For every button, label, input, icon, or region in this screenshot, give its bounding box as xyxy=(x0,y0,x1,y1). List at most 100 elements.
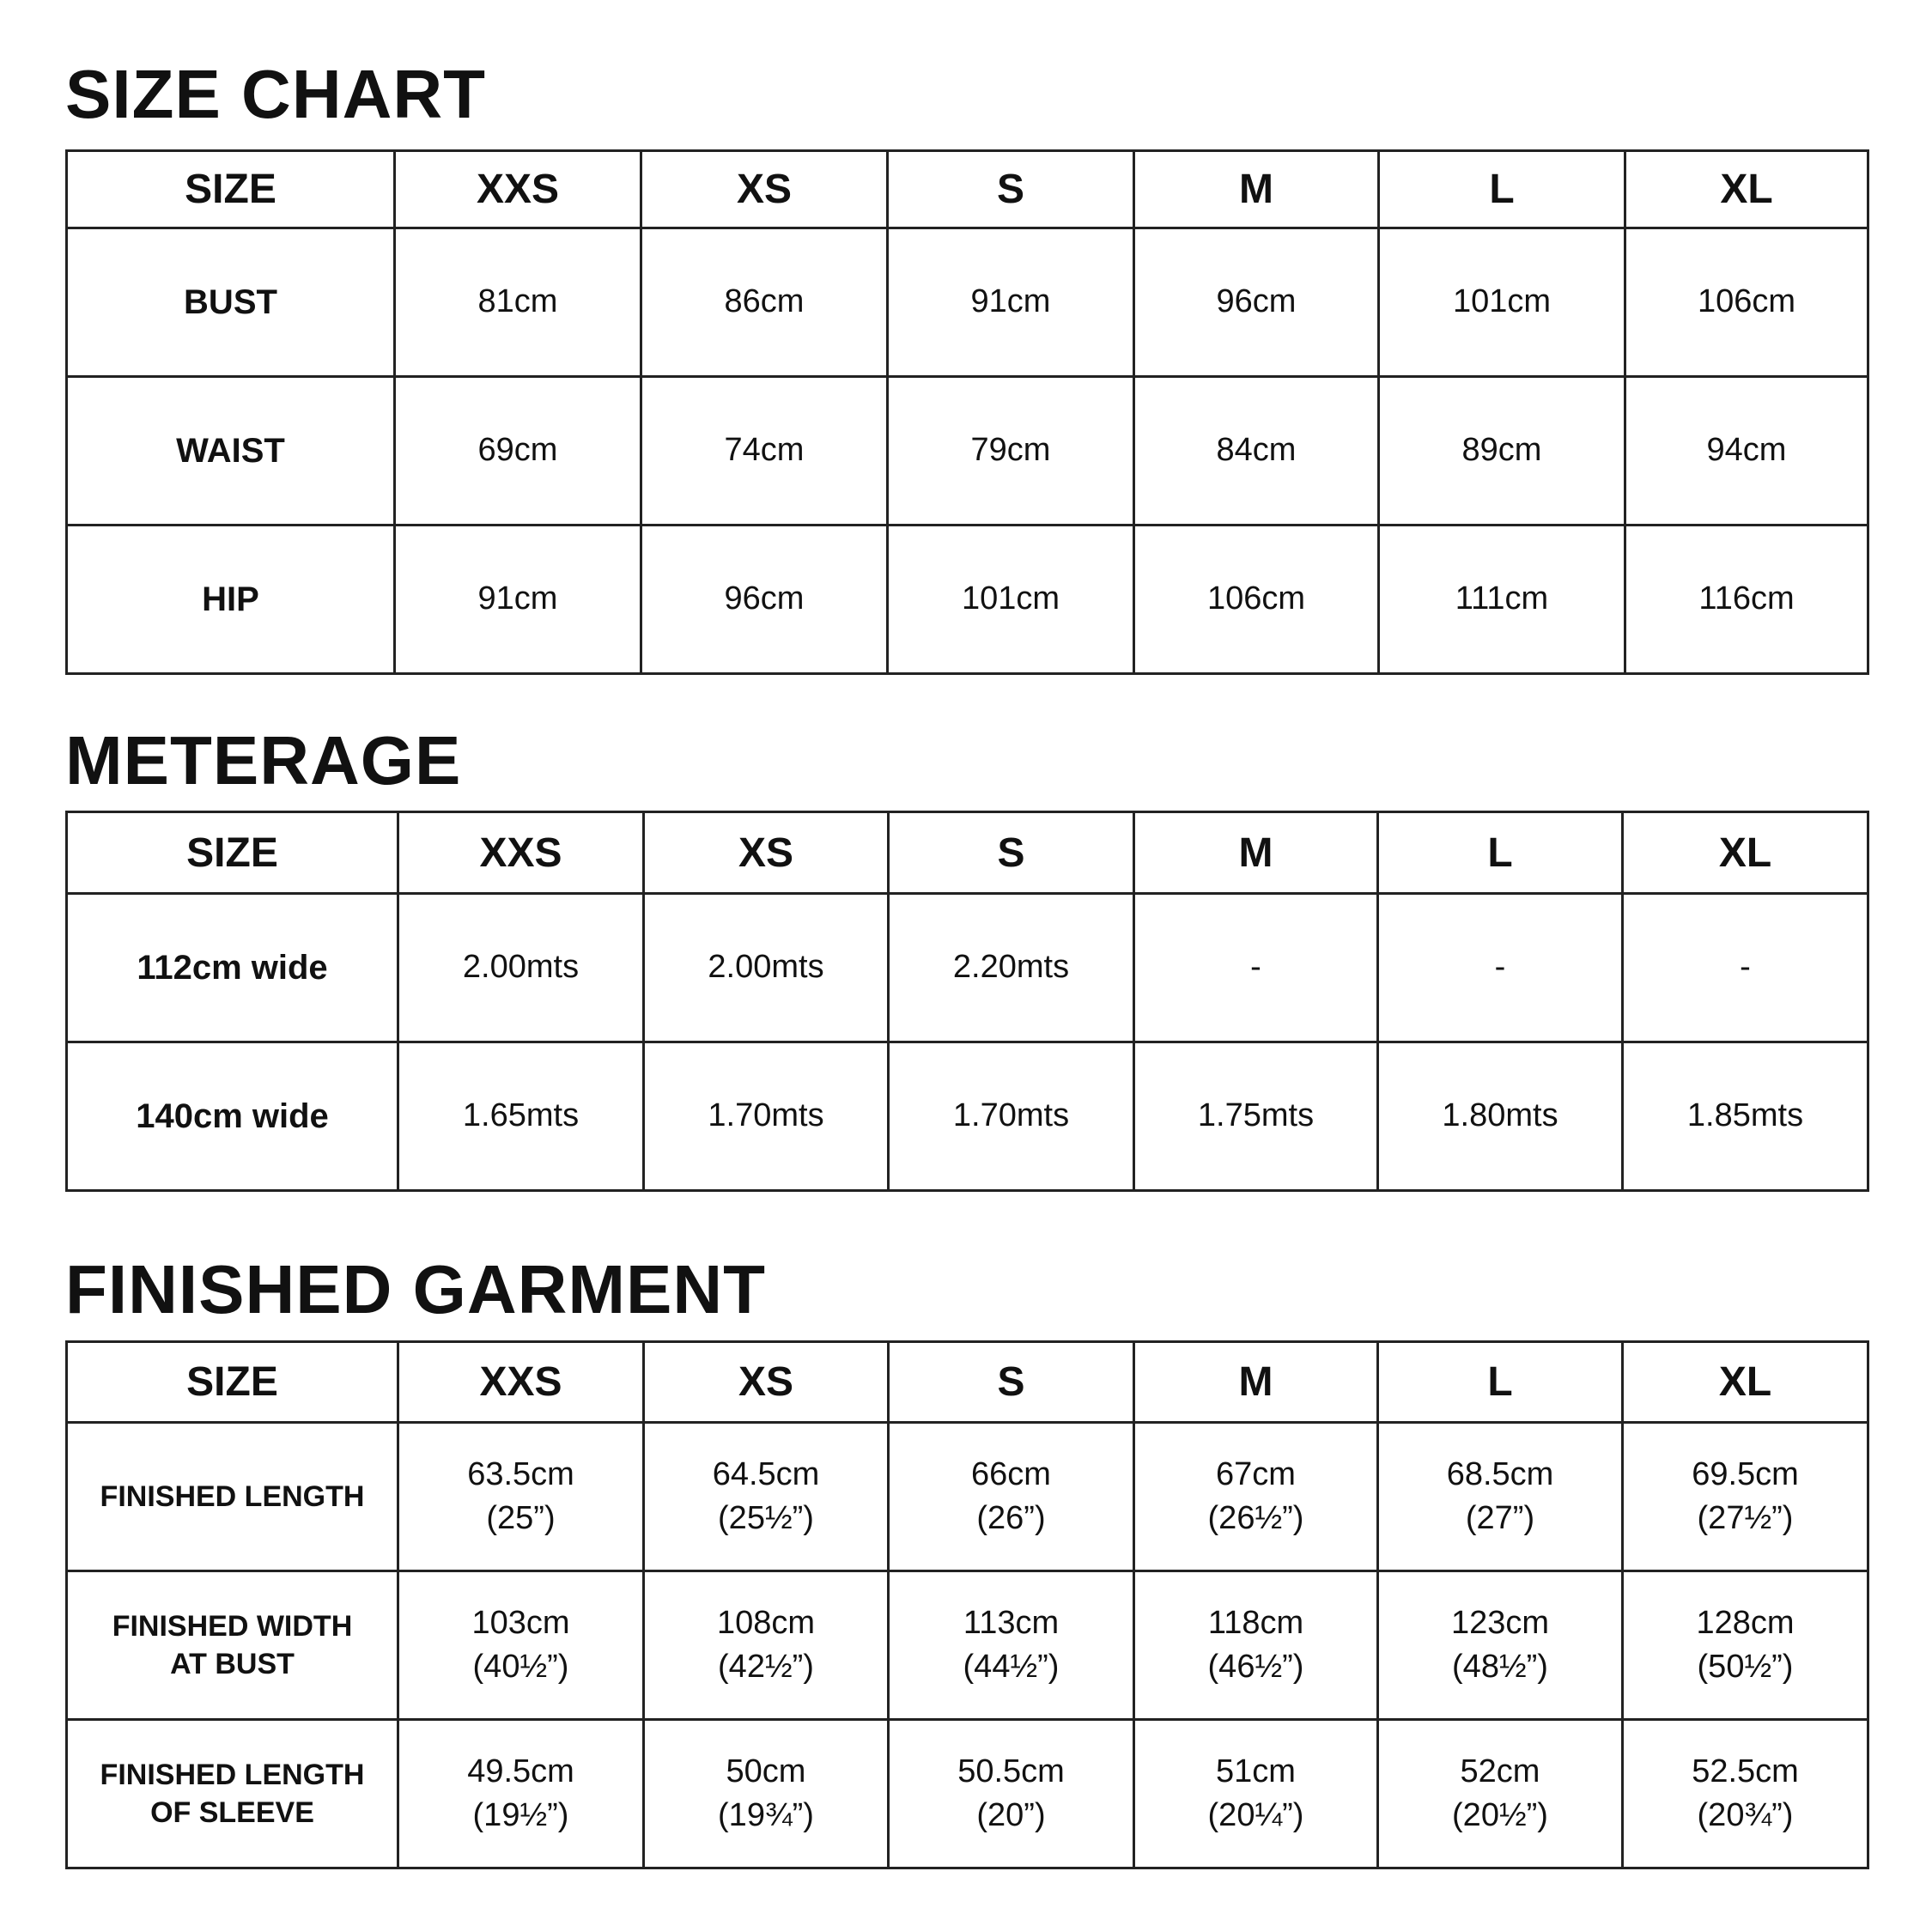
table-cell: 1.70mts xyxy=(887,1041,1135,1192)
column-header: L xyxy=(1376,811,1624,895)
column-header: XXS xyxy=(397,811,645,895)
table-cell: 103cm (40½”) xyxy=(397,1570,645,1721)
cell-value: 118cm xyxy=(1207,1604,1304,1641)
cell-value: 113cm xyxy=(963,1604,1060,1641)
table-cell: 2.00mts xyxy=(642,892,890,1043)
cell-value: 74cm xyxy=(724,432,805,469)
row-label-line: AT BUST xyxy=(170,1648,295,1680)
table-cell: 81cm xyxy=(393,227,642,378)
cell-value: (20½”) xyxy=(1452,1797,1548,1833)
table-cell: 52.5cm (20¾”) xyxy=(1621,1718,1869,1869)
table-cell: 106cm xyxy=(1133,524,1380,675)
table-cell: 116cm xyxy=(1624,524,1869,675)
column-header: XL xyxy=(1624,149,1869,229)
meterage-title: METERAGE xyxy=(65,722,462,799)
cell-value: 101cm xyxy=(1452,283,1552,320)
cell-value: 81cm xyxy=(477,283,558,320)
cell-value: 1.85mts xyxy=(1686,1097,1804,1134)
column-header: M xyxy=(1133,149,1380,229)
cell-value: - xyxy=(1250,949,1261,986)
table-cell: 108cm (42½”) xyxy=(642,1570,890,1721)
table-cell: 84cm xyxy=(1133,375,1380,526)
cell-value: (26”) xyxy=(976,1500,1046,1536)
cell-value: 69cm xyxy=(477,432,558,469)
table-cell: 1.70mts xyxy=(642,1041,890,1192)
cell-value: 123cm xyxy=(1450,1604,1550,1641)
cell-value: (19¾”) xyxy=(718,1797,814,1833)
table-row: WAIST 69cm 74cm 79cm 84cm 89cm 94cm xyxy=(65,375,1869,526)
column-header: XXS xyxy=(397,1340,645,1424)
cell-value: 1.75mts xyxy=(1197,1097,1315,1134)
row-label-line: WAIST xyxy=(176,432,285,470)
column-header: XS xyxy=(642,811,890,895)
table-cell: - xyxy=(1133,892,1379,1043)
cell-value: 68.5cm xyxy=(1446,1455,1554,1492)
row-label: 140cm wide xyxy=(65,1041,399,1192)
cell-value: 101cm xyxy=(961,580,1060,617)
table-cell: 128cm (50½”) xyxy=(1621,1570,1869,1721)
cell-value: 51cm xyxy=(1216,1753,1296,1789)
table-cell: 50.5cm (20”) xyxy=(887,1718,1135,1869)
cell-value: (19½”) xyxy=(472,1797,569,1833)
table-cell: 1.65mts xyxy=(397,1041,645,1192)
table-cell: 94cm xyxy=(1624,375,1869,526)
table-cell: 50cm (19¾”) xyxy=(642,1718,890,1869)
table-cell: - xyxy=(1621,892,1869,1043)
cell-value: 2.00mts xyxy=(462,949,580,986)
row-label: WAIST xyxy=(65,375,396,526)
table-cell: 67cm (26½”) xyxy=(1133,1421,1379,1572)
table-cell: 2.00mts xyxy=(397,892,645,1043)
cell-value: - xyxy=(1740,949,1751,986)
table-cell: 63.5cm (25”) xyxy=(397,1421,645,1572)
cell-value: 96cm xyxy=(1216,283,1297,320)
cell-value: (27½”) xyxy=(1697,1500,1794,1536)
cell-value: 106cm xyxy=(1697,283,1796,320)
cell-value: 128cm xyxy=(1696,1604,1795,1641)
column-header: L xyxy=(1376,1340,1624,1424)
row-label: 112cm wide xyxy=(65,892,399,1043)
table-cell: 96cm xyxy=(1133,227,1380,378)
cell-value: (40½”) xyxy=(472,1649,569,1685)
cell-value: 108cm xyxy=(716,1604,816,1641)
column-header: SIZE xyxy=(65,149,396,229)
header-row: SIZE XXS XS S M L XL xyxy=(65,149,1869,229)
cell-value: 67cm xyxy=(1216,1455,1296,1492)
table-cell: 51cm (20¼”) xyxy=(1133,1718,1379,1869)
table-row: 112cm wide 2.00mts 2.00mts 2.20mts - - - xyxy=(65,892,1869,1043)
finished-garment-title: FINISHED GARMENT xyxy=(65,1251,766,1327)
cell-value: 63.5cm xyxy=(467,1455,574,1492)
size-chart-table: SIZE XXS XS S M L XL BUST 81cm 86cm 91cm 96cm 101cm 1… xyxy=(65,149,1869,675)
column-header: XXS xyxy=(393,149,642,229)
table-cell: 68.5cm (27”) xyxy=(1376,1421,1624,1572)
cell-value: 1.70mts xyxy=(952,1097,1070,1134)
cell-value: 103cm xyxy=(471,1604,570,1641)
row-label-line: FINISHED LENGTH xyxy=(100,1758,365,1791)
column-header: S xyxy=(887,811,1135,895)
table-cell: 123cm (48½”) xyxy=(1376,1570,1624,1721)
cell-value: 1.65mts xyxy=(462,1097,580,1134)
cell-value: 86cm xyxy=(724,283,805,320)
table-cell: 89cm xyxy=(1377,375,1626,526)
cell-value: 2.00mts xyxy=(708,949,824,986)
table-cell: 96cm xyxy=(640,524,889,675)
table-row: 140cm wide 1.65mts 1.70mts 1.70mts 1.75mts 1.… xyxy=(65,1041,1869,1192)
cell-value: (42½”) xyxy=(718,1649,814,1685)
cell-value: (25”) xyxy=(486,1500,556,1536)
row-label-line: HIP xyxy=(202,580,259,618)
cell-value: (50½”) xyxy=(1697,1649,1794,1685)
table-cell: 91cm xyxy=(886,227,1135,378)
table-cell: 101cm xyxy=(886,524,1135,675)
column-header: S xyxy=(886,149,1135,229)
table-row: FINISHED LENGTH 63.5cm (25”) 64.5cm (25½”) 66… xyxy=(65,1421,1869,1572)
table-row: BUST 81cm 86cm 91cm 96cm 101cm 106cm xyxy=(65,227,1869,378)
cell-value: 106cm xyxy=(1206,580,1306,617)
table-cell: 79cm xyxy=(886,375,1135,526)
cell-value: 64.5cm xyxy=(712,1455,820,1492)
table-cell: 49.5cm (19½”) xyxy=(397,1718,645,1869)
table-row: HIP 91cm 96cm 101cm 106cm 111cm 116cm xyxy=(65,524,1869,675)
meterage-table: SIZE XXS XS S M L XL 112cm wide 2.00mts 2.00mts 2.… xyxy=(65,811,1869,1192)
table-cell: 118cm (46½”) xyxy=(1133,1570,1379,1721)
size-chart-title: SIZE CHART xyxy=(65,56,486,132)
cell-value: (48½”) xyxy=(1452,1649,1548,1685)
column-header: XS xyxy=(642,1340,890,1424)
